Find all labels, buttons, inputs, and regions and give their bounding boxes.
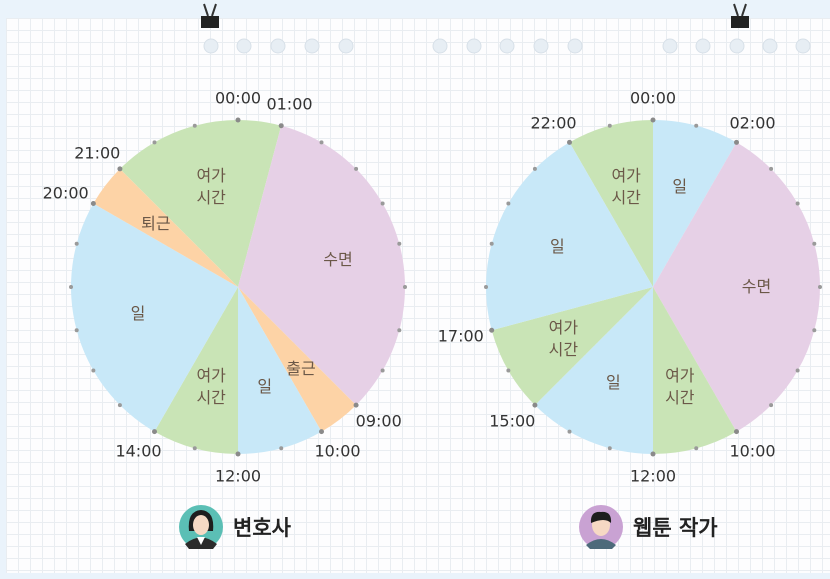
tick-mark — [152, 429, 157, 434]
slice-label: 수면 — [323, 249, 352, 271]
hour-dot — [568, 430, 572, 434]
time-label: 17:00 — [438, 326, 484, 345]
slice-label: 수면 — [742, 276, 771, 298]
slice-label: 출근 — [286, 358, 315, 380]
time-label: 22:00 — [530, 114, 576, 133]
slice-label: 일 — [257, 376, 272, 398]
time-label: 10:00 — [729, 441, 775, 460]
avatar-webtoon-artist — [579, 505, 623, 549]
binder-clip — [731, 4, 749, 28]
hour-dot — [506, 202, 510, 206]
hour-dot — [193, 446, 197, 450]
slice-label: 여가 시간 — [549, 317, 578, 361]
hour-dot — [193, 124, 197, 128]
time-label: 00:00 — [630, 89, 676, 108]
tick-mark — [117, 166, 122, 171]
page: 여가 시간수면출근일여가 시간일퇴근00:0001:0009:0010:0012… — [0, 0, 830, 579]
slice-label: 여가 시간 — [611, 165, 640, 209]
slice-label: 일 — [550, 236, 565, 258]
hour-dot — [75, 242, 79, 246]
hour-dot — [812, 328, 816, 332]
tick-mark — [651, 118, 656, 123]
hour-dot — [320, 140, 324, 144]
hour-dot — [75, 328, 79, 332]
hour-dot — [381, 369, 385, 373]
time-label: 00:00 — [215, 89, 261, 108]
avatar-lawyer — [179, 505, 223, 549]
slice-label: 일 — [672, 176, 687, 198]
hour-dot — [818, 285, 822, 289]
tick-mark — [236, 452, 241, 457]
hour-dot — [397, 328, 401, 332]
tick-mark — [354, 403, 359, 408]
slice-label: 퇴근 — [141, 213, 170, 235]
hour-dot — [279, 446, 283, 450]
time-label: 01:00 — [266, 95, 312, 114]
time-label: 12:00 — [630, 467, 676, 486]
chart-title: 웹툰 작가 — [633, 512, 718, 542]
tick-mark — [236, 118, 241, 123]
hour-dot — [397, 242, 401, 246]
time-label: 20:00 — [43, 183, 89, 202]
time-label: 21:00 — [74, 144, 120, 163]
binder-clip — [201, 4, 219, 28]
slice-label: 일 — [131, 303, 146, 325]
binder-holes — [204, 39, 810, 53]
slice-label: 여가 시간 — [196, 165, 225, 209]
hour-dot — [769, 167, 773, 171]
time-label: 15:00 — [489, 411, 535, 430]
hour-dot — [769, 403, 773, 407]
time-label: 02:00 — [729, 114, 775, 133]
hour-dot — [490, 242, 494, 246]
time-label: 10:00 — [314, 441, 360, 460]
tick-mark — [734, 140, 739, 145]
slice-label: 여가 시간 — [196, 365, 225, 409]
time-label: 09:00 — [356, 411, 402, 430]
hour-dot — [812, 242, 816, 246]
hour-dot — [91, 369, 95, 373]
slice-label: 여가 시간 — [665, 365, 694, 409]
slice-label: 일 — [606, 372, 621, 394]
hour-dot — [381, 202, 385, 206]
time-label: 12:00 — [215, 467, 261, 486]
hour-dot — [796, 202, 800, 206]
hour-dot — [608, 446, 612, 450]
hour-dot — [354, 167, 358, 171]
hour-dot — [506, 369, 510, 373]
tick-mark — [489, 328, 494, 333]
hour-dot — [694, 446, 698, 450]
tick-mark — [651, 452, 656, 457]
hour-dot — [608, 124, 612, 128]
tick-mark — [91, 201, 96, 206]
hour-dot — [694, 124, 698, 128]
hour-dot — [118, 403, 122, 407]
hour-dot — [796, 369, 800, 373]
hour-dot — [533, 167, 537, 171]
tick-mark — [279, 123, 284, 128]
tick-mark — [567, 140, 572, 145]
hour-dot — [153, 140, 157, 144]
tick-mark — [532, 403, 537, 408]
tick-mark — [319, 429, 324, 434]
chart-title: 변호사 — [233, 512, 291, 542]
tick-mark — [734, 429, 739, 434]
chart — [0, 0, 830, 579]
time-label: 14:00 — [115, 441, 161, 460]
hour-dot — [484, 285, 488, 289]
hour-dot — [69, 285, 73, 289]
hour-dot — [403, 285, 407, 289]
